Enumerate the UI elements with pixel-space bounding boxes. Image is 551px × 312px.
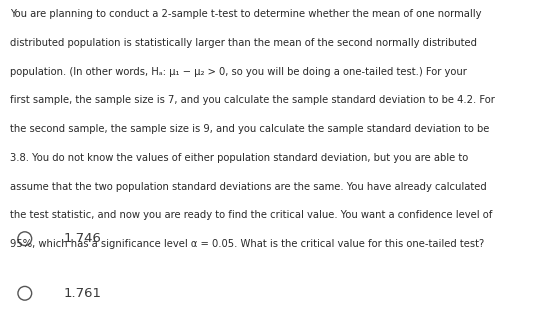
Text: the test statistic, and now you are ready to find the critical value. You want a: the test statistic, and now you are read… [10, 210, 492, 220]
Text: You are planning to conduct a 2-sample t-test to determine whether the mean of o: You are planning to conduct a 2-sample t… [10, 9, 482, 19]
Text: population. (In other words, Hₐ: μ₁ − μ₂ > 0, so you will be doing a one-tailed : population. (In other words, Hₐ: μ₁ − μ₂… [10, 67, 467, 77]
Text: 1.761: 1.761 [63, 287, 101, 300]
Text: assume that the two population standard deviations are the same. You have alread: assume that the two population standard … [10, 182, 487, 192]
Text: 1.746: 1.746 [63, 232, 101, 245]
Text: 3.8. You do not know the values of either population standard deviation, but you: 3.8. You do not know the values of eithe… [10, 153, 468, 163]
Text: 95%, which has a significance level α = 0.05. What is the critical value for thi: 95%, which has a significance level α = … [10, 239, 484, 249]
Text: distributed population is statistically larger than the mean of the second norma: distributed population is statistically … [10, 38, 477, 48]
Text: the second sample, the sample size is 9, and you calculate the sample standard d: the second sample, the sample size is 9,… [10, 124, 489, 134]
Text: first sample, the sample size is 7, and you calculate the sample standard deviat: first sample, the sample size is 7, and … [10, 95, 495, 105]
